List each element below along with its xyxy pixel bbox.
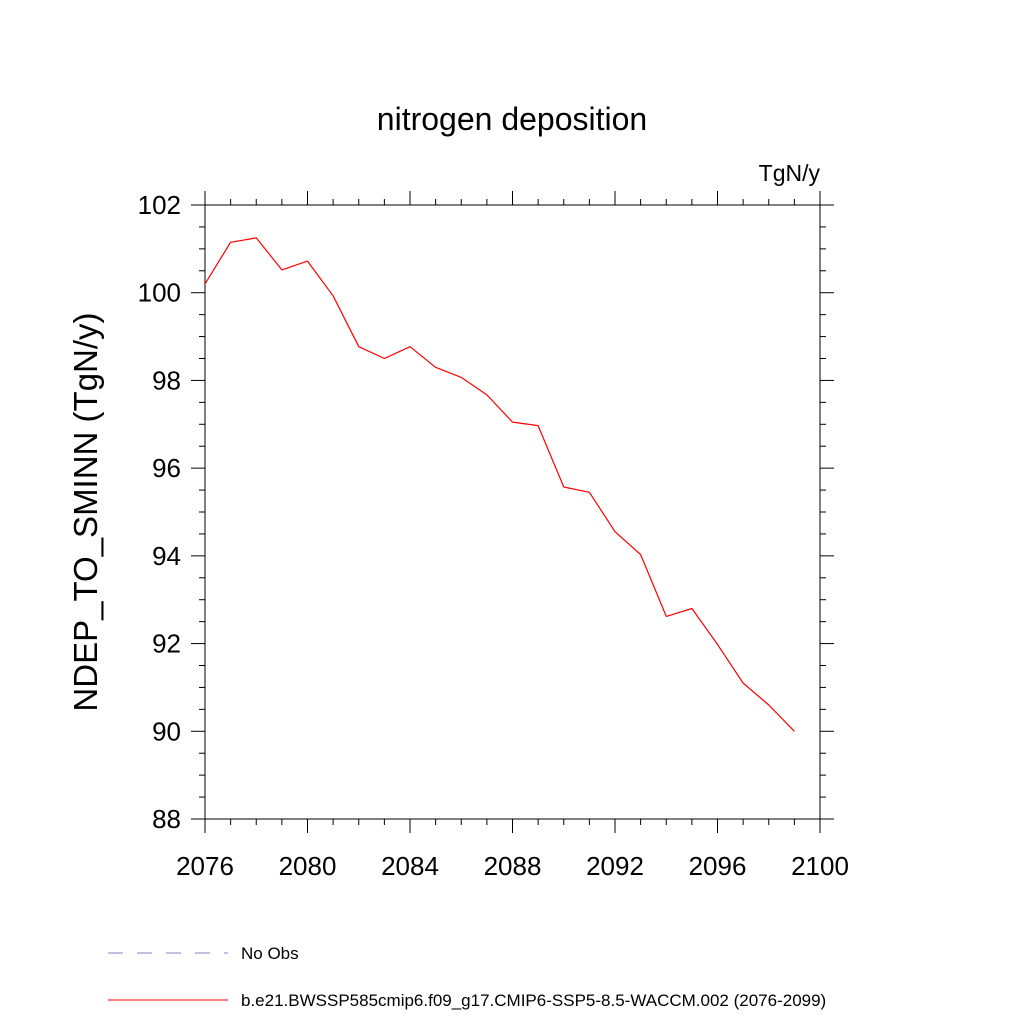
- x-tick-label: 2096: [689, 851, 747, 881]
- axis-ticks: [191, 191, 834, 833]
- y-tick-label: 102: [138, 190, 181, 220]
- y-tick-label: 92: [152, 629, 181, 659]
- series-line: [204, 237, 795, 732]
- x-tick-label: 2080: [279, 851, 337, 881]
- chart-title: nitrogen deposition: [377, 101, 647, 137]
- x-tick-label: 2092: [586, 851, 644, 881]
- x-tick-label: 2088: [484, 851, 542, 881]
- legend-label-model: b.e21.BWSSP585cmip6.f09_g17.CMIP6-SSP5-8…: [241, 991, 826, 1010]
- y-tick-label: 100: [138, 278, 181, 308]
- plot-frame: [204, 204, 821, 820]
- y-tick-label: 88: [152, 804, 181, 834]
- y-tick-label: 98: [152, 365, 181, 395]
- y-tick-label: 90: [152, 716, 181, 746]
- tick-labels: 2076 2080 2084 2088 2092 2096 2100 88 90 92 94 96 98…: [138, 190, 849, 881]
- y-tick-label: 94: [152, 541, 181, 571]
- legend: No Obs b.e21.BWSSP585cmip6.f09_g17.CMIP6…: [108, 944, 826, 1010]
- x-tick-label: 2084: [381, 851, 439, 881]
- x-tick-label: 2100: [791, 851, 849, 881]
- y-tick-label: 96: [152, 453, 181, 483]
- legend-label-no-obs: No Obs: [241, 944, 299, 963]
- y-axis-label: NDEP_TO_SMINN (TgN/y): [67, 312, 104, 711]
- units-label: TgN/y: [759, 160, 821, 186]
- series-lines: [204, 237, 795, 732]
- x-tick-label: 2076: [176, 851, 234, 881]
